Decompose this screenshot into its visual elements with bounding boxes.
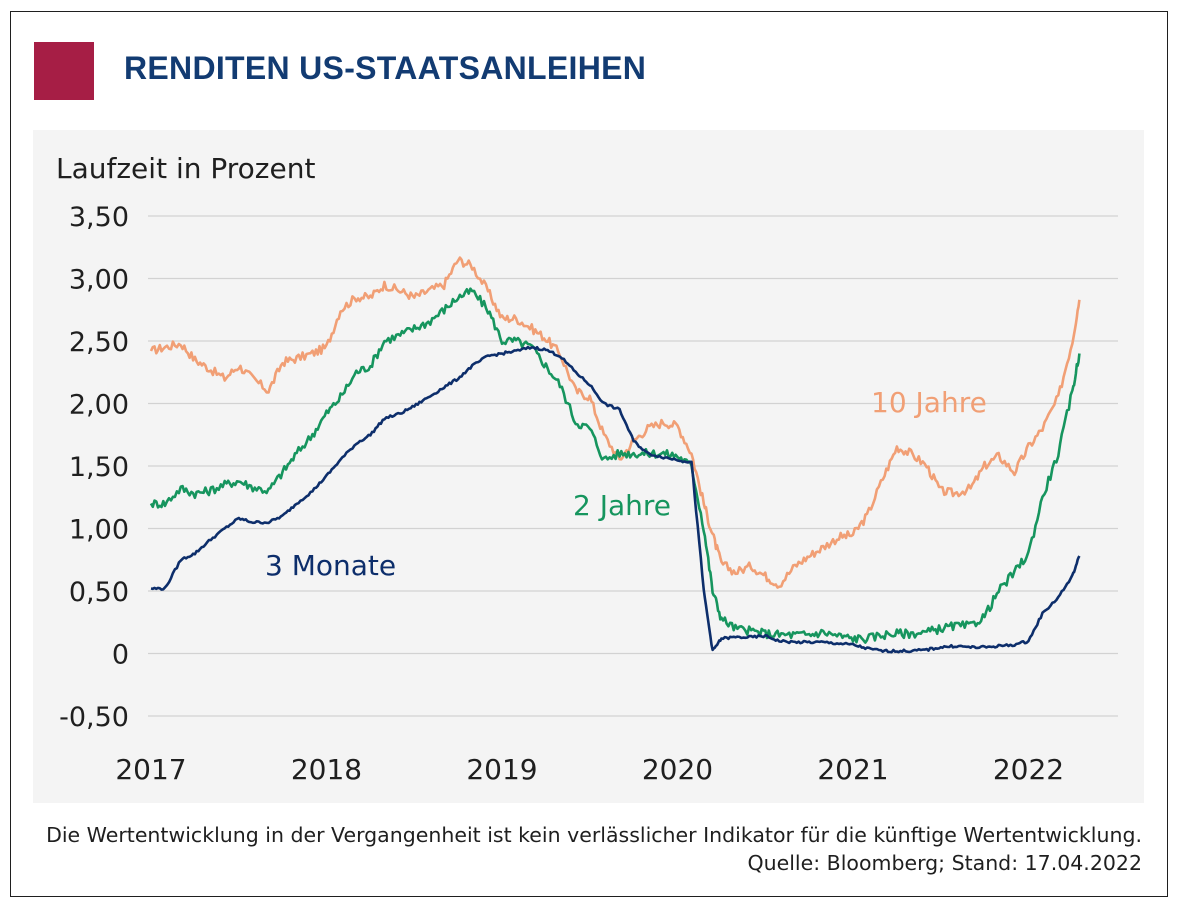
series-label-3-monate: 3 Monate — [265, 549, 396, 582]
y-tick-label: 2,00 — [69, 390, 129, 421]
series-line-2-jahre — [149, 287, 1081, 644]
x-tick-label: 2017 — [115, 753, 186, 786]
x-tick-label: 2020 — [642, 753, 713, 786]
disclaimer-text: Die Wertentwicklung in der Vergangenheit… — [46, 823, 1142, 847]
chart-panel: Laufzeit in Prozent 3,50 3,00 2,50 2,00 1,50 1… — [33, 130, 1144, 803]
y-tick-label: 2,50 — [69, 327, 129, 358]
page-title: RENDITEN US-STAATSANLEIHEN — [124, 50, 647, 86]
y-tick-label: 0 — [112, 640, 129, 671]
series-line-10-jahre — [149, 256, 1081, 589]
y-axis-label: Laufzeit in Prozent — [56, 152, 315, 185]
source-text: Quelle: Bloomberg; Stand: 17.04.2022 — [747, 851, 1142, 875]
x-tick-label: 2018 — [291, 753, 362, 786]
y-tick-label: 3,50 — [69, 202, 129, 233]
line-chart: Laufzeit in Prozent 3,50 3,00 2,50 2,00 1,50 1… — [56, 152, 1118, 786]
series-label-10-jahre: 10 Jahre — [871, 386, 987, 419]
series-line-3-monate — [150, 345, 1081, 654]
y-tick-label: 0,50 — [69, 577, 129, 608]
y-tick-label: 3,00 — [69, 265, 129, 296]
y-tick-label: -0,50 — [59, 702, 129, 733]
y-tick-label: 1,50 — [69, 452, 129, 483]
series-label-2-jahre: 2 Jahre — [573, 489, 671, 522]
y-tick-label: 1,00 — [69, 515, 129, 546]
x-tick-label: 2022 — [993, 753, 1064, 786]
x-tick-label: 2021 — [817, 753, 888, 786]
x-tick-label: 2019 — [466, 753, 537, 786]
accent-square — [34, 42, 94, 100]
